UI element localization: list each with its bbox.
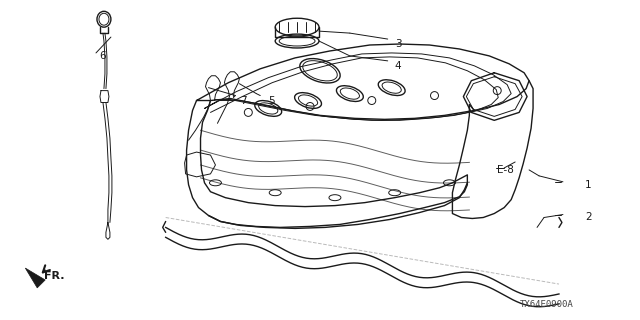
Text: 5: 5 [268,96,275,106]
Text: 4: 4 [395,61,401,71]
Polygon shape [26,268,45,288]
Text: 7: 7 [241,96,247,106]
Text: 3: 3 [395,39,401,49]
Text: E-8: E-8 [497,165,514,175]
Text: 1: 1 [585,180,591,190]
Text: FR.: FR. [44,271,65,281]
Text: 2: 2 [585,212,591,222]
Text: TX64E0900A: TX64E0900A [520,300,574,309]
Text: 6: 6 [99,51,106,61]
